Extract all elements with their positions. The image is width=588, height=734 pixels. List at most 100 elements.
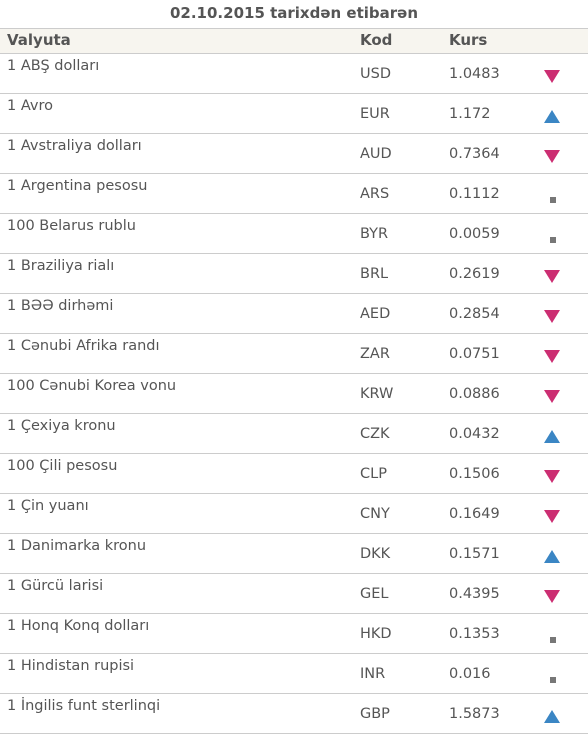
arrow-up-icon (544, 710, 560, 723)
no-change-icon (550, 637, 556, 643)
currency-code: HKD (360, 626, 392, 642)
currency-code: CZK (360, 426, 390, 442)
table-row: 1 Avro EUR 1.172 (0, 94, 588, 134)
currency-code: BRL (360, 266, 389, 282)
table-row: 1 Honq Konq dolları HKD 0.1353 (0, 614, 588, 654)
currency-code: BYR (360, 226, 389, 242)
currency-rate: 1.0483 (449, 66, 500, 82)
currency-code: CLP (360, 466, 387, 482)
table-row: 1 Avstraliya dolları AUD 0.7364 (0, 134, 588, 174)
trend-indicator (543, 670, 561, 684)
currency-code: GEL (360, 586, 389, 602)
currency-name: 1 Cənubi Afrika randı (7, 338, 160, 354)
trend-indicator (543, 390, 561, 404)
arrow-up-icon (544, 430, 560, 443)
arrow-down-icon (544, 470, 560, 483)
currency-name: 1 Çexiya kronu (7, 418, 116, 434)
header-rate: Kurs (449, 31, 488, 49)
currency-name: 1 ABŞ dolları (7, 58, 100, 74)
currency-rate: 0.1506 (449, 466, 500, 482)
currency-code: GBP (360, 706, 390, 722)
currency-rate: 1.5873 (449, 706, 500, 722)
currency-rate: 0.2854 (449, 306, 500, 322)
arrow-up-icon (544, 550, 560, 563)
table-row: 1 Hindistan rupisi INR 0.016 (0, 654, 588, 694)
currency-rate: 0.1571 (449, 546, 500, 562)
trend-indicator (543, 270, 561, 284)
trend-indicator (543, 430, 561, 444)
table-header: Valyuta Kod Kurs (0, 28, 588, 54)
currency-code: KRW (360, 386, 394, 402)
currency-rate: 1.172 (449, 106, 491, 122)
currency-rate: 0.4395 (449, 586, 500, 602)
table-row: 1 Çexiya kronu CZK 0.0432 (0, 414, 588, 454)
currency-name: 1 İngilis funt sterlinqi (7, 698, 161, 714)
currency-name: 1 Danimarka kronu (7, 538, 147, 554)
trend-indicator (543, 350, 561, 364)
currency-name: 1 BƏƏ dirhəmi (7, 298, 114, 314)
table-row: 1 İngilis funt sterlinqi GBP 1.5873 (0, 694, 588, 734)
currency-code: ARS (360, 186, 390, 202)
trend-indicator (543, 510, 561, 524)
arrow-down-icon (544, 150, 560, 163)
currency-code: EUR (360, 106, 390, 122)
currency-rate: 0.016 (449, 666, 491, 682)
trend-indicator (543, 230, 561, 244)
arrow-up-icon (544, 110, 560, 123)
arrow-down-icon (544, 350, 560, 363)
trend-indicator (543, 150, 561, 164)
trend-indicator (543, 630, 561, 644)
no-change-icon (550, 197, 556, 203)
currency-table-body: 1 ABŞ dolları USD 1.0483 1 Avro EUR 1.172 1 Av… (0, 54, 588, 734)
trend-indicator (543, 590, 561, 604)
table-row: 1 Cənubi Afrika randı ZAR 0.0751 (0, 334, 588, 374)
currency-name: 1 Gürcü larisi (7, 578, 104, 594)
currency-code: DKK (360, 546, 391, 562)
rates-date-caption: 02.10.2015 tarixdən etibarən (169, 4, 419, 22)
table-row: 1 Argentina pesosu ARS 0.1112 (0, 174, 588, 214)
currency-name: 1 Çin yuanı (7, 498, 89, 514)
table-row: 1 Gürcü larisi GEL 0.4395 (0, 574, 588, 614)
trend-indicator (543, 710, 561, 724)
currency-rate: 0.7364 (449, 146, 500, 162)
arrow-down-icon (544, 270, 560, 283)
currency-name: 100 Cənubi Korea vonu (7, 378, 177, 394)
table-row: 100 Belarus rublu BYR 0.0059 (0, 214, 588, 254)
table-row: 1 Braziliya rialı BRL 0.2619 (0, 254, 588, 294)
arrow-down-icon (544, 310, 560, 323)
currency-code: INR (360, 666, 386, 682)
table-row: 100 Çili pesosu CLP 0.1506 (0, 454, 588, 494)
table-row: 1 ABŞ dolları USD 1.0483 (0, 54, 588, 94)
currency-code: AUD (360, 146, 392, 162)
currency-rate: 0.2619 (449, 266, 500, 282)
trend-indicator (543, 550, 561, 564)
table-row: 1 Danimarka kronu DKK 0.1571 (0, 534, 588, 574)
trend-indicator (543, 190, 561, 204)
currency-name: 1 Avstraliya dolları (7, 138, 142, 154)
currency-rate: 0.1353 (449, 626, 500, 642)
currency-rate: 0.1112 (449, 186, 500, 202)
currency-name: 1 Honq Konq dolları (7, 618, 150, 634)
currency-rate: 0.0432 (449, 426, 500, 442)
table-row: 1 BƏƏ dirhəmi AED 0.2854 (0, 294, 588, 334)
currency-rate: 0.0751 (449, 346, 500, 362)
currency-name: 1 Braziliya rialı (7, 258, 115, 274)
table-row: 1 Çin yuanı CNY 0.1649 (0, 494, 588, 534)
currency-name: 100 Çili pesosu (7, 458, 118, 474)
currency-name: 1 Argentina pesosu (7, 178, 148, 194)
currency-code: USD (360, 66, 391, 82)
currency-name: 1 Avro (7, 98, 53, 114)
currency-name: 1 Hindistan rupisi (7, 658, 135, 674)
no-change-icon (550, 677, 556, 683)
currency-rate: 0.1649 (449, 506, 500, 522)
no-change-icon (550, 237, 556, 243)
header-code: Kod (360, 31, 393, 49)
trend-indicator (543, 310, 561, 324)
arrow-down-icon (544, 590, 560, 603)
arrow-down-icon (544, 70, 560, 83)
currency-name: 100 Belarus rublu (7, 218, 136, 234)
table-row: 100 Cənubi Korea vonu KRW 0.0886 (0, 374, 588, 414)
currency-rate: 0.0059 (449, 226, 500, 242)
arrow-down-icon (544, 390, 560, 403)
trend-indicator (543, 70, 561, 84)
